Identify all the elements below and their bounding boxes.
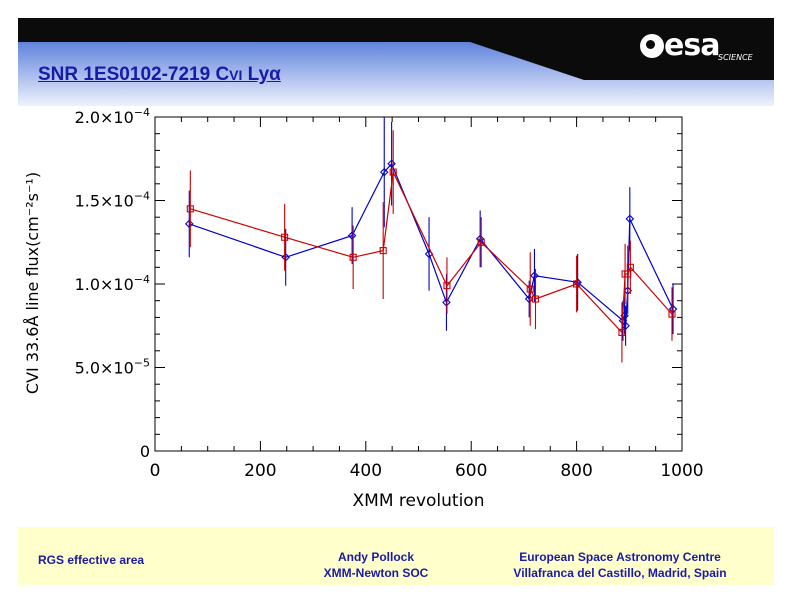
x-tick-label: 400 bbox=[350, 461, 382, 481]
y-tick-label: 1.5×10−4 bbox=[75, 190, 150, 211]
plot-area bbox=[154, 116, 683, 452]
x-tick-label: 200 bbox=[244, 461, 276, 481]
red-point bbox=[668, 310, 676, 318]
title-ion-smallcaps: VI bbox=[229, 67, 243, 83]
red-point bbox=[349, 253, 357, 261]
blue-point bbox=[387, 159, 396, 169]
y-tick-mantissa: 5.0×10 bbox=[75, 359, 134, 378]
slide-header: SNR 1ES0102-7219 CVI Lyα esa SCIENCE bbox=[18, 18, 774, 106]
chart-series bbox=[184, 117, 678, 363]
flux-chart: 0 200 400 600 800 100005.0×10−51.0×10−41.5×10… bbox=[23, 106, 704, 511]
footer-institution: European Space Astronomy Centre Villafra… bbox=[492, 549, 748, 581]
y-tick-mantissa: 1.5×10 bbox=[75, 192, 134, 211]
esa-logo-dot-icon bbox=[646, 40, 655, 49]
x-tick-label: 0 bbox=[150, 461, 161, 481]
slide-footer: RGS effective area Andy Pollock XMM-Newt… bbox=[18, 527, 774, 585]
esa-logo-text: esa bbox=[664, 28, 720, 63]
red-point bbox=[379, 247, 387, 255]
blue-point bbox=[184, 219, 194, 229]
y-tick-label: 1.0×10−4 bbox=[75, 273, 150, 294]
y-tick-exponent: −4 bbox=[134, 273, 150, 286]
footer-institution-location: Villafranca del Castillo, Madrid, Spain bbox=[513, 566, 727, 580]
blue-point bbox=[524, 294, 534, 304]
y-tick-label: 2.0×10−4 bbox=[75, 106, 150, 127]
y-tick-mantissa: 0 bbox=[140, 442, 150, 461]
footer-author-org: XMM-Newton SOC bbox=[323, 566, 429, 580]
red-point bbox=[531, 295, 540, 303]
y-tick-exponent: −5 bbox=[134, 357, 150, 370]
x-tick-label: 600 bbox=[455, 461, 487, 481]
blue-point bbox=[281, 253, 290, 262]
red-point bbox=[624, 270, 632, 278]
page-title: SNR 1ES0102-7219 CVI Lyα bbox=[38, 64, 281, 86]
red-point bbox=[618, 328, 626, 336]
footer-institution-name: European Space Astronomy Centre bbox=[519, 550, 721, 564]
y-tick-exponent: −4 bbox=[134, 190, 150, 203]
esa-logo: esa SCIENCE bbox=[634, 28, 764, 68]
blue-point bbox=[475, 234, 485, 244]
red-point bbox=[443, 282, 451, 290]
blue-point bbox=[379, 167, 389, 177]
red-point bbox=[389, 168, 397, 176]
title-suffix: Lyα bbox=[242, 64, 281, 85]
blue-point bbox=[621, 321, 630, 331]
red-point bbox=[186, 205, 194, 213]
red-point bbox=[626, 263, 634, 271]
blue-point bbox=[625, 214, 635, 224]
series-red bbox=[186, 130, 676, 363]
y-tick-label: 0 bbox=[140, 442, 150, 461]
blue-line bbox=[189, 162, 674, 326]
esa-logo-subtitle: SCIENCE bbox=[718, 53, 753, 62]
blue-point bbox=[530, 271, 539, 280]
y-axis-label: CVI 33.6Å line flux(cm⁻²s⁻¹) bbox=[23, 172, 42, 394]
y-tick-mantissa: 1.0×10 bbox=[75, 275, 134, 294]
red-point bbox=[573, 280, 581, 288]
footer-author-name: Andy Pollock bbox=[337, 550, 414, 564]
footer-topic: RGS effective area bbox=[38, 553, 145, 567]
header-background bbox=[18, 18, 774, 106]
y-tick-exponent: −4 bbox=[134, 106, 150, 119]
y-tick-label: 5.0×10−5 bbox=[75, 357, 150, 378]
red-point bbox=[526, 285, 534, 293]
x-tick-label: 800 bbox=[560, 461, 592, 481]
title-prefix: SNR 1ES0102-7219 C bbox=[38, 64, 230, 85]
plot-frame bbox=[154, 116, 683, 452]
x-axis-label: XMM revolution bbox=[353, 491, 485, 511]
red-point bbox=[477, 238, 485, 246]
blue-point bbox=[347, 231, 357, 240]
footer-author: Andy Pollock XMM-Newton SOC bbox=[288, 549, 464, 581]
axis-ticks: 0 200 400 600 800 100005.0×10−51.0×10−41.5×10… bbox=[75, 106, 704, 481]
red-point bbox=[281, 233, 289, 241]
x-tick-label: 1000 bbox=[660, 461, 703, 481]
blue-point bbox=[668, 304, 678, 314]
red-line bbox=[190, 169, 673, 334]
y-tick-mantissa: 2.0×10 bbox=[75, 108, 134, 127]
